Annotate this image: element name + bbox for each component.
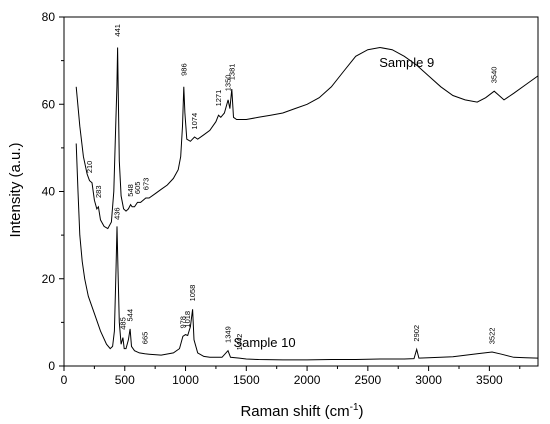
peak-label: 1018 [183, 311, 192, 328]
series-label-layer: Sample 9 Sample 10 [233, 55, 434, 350]
x-tick-label: 2000 [294, 373, 321, 387]
peak-label: 978 [178, 316, 187, 329]
x-axis-label: Raman shift (cm-1) [240, 402, 363, 420]
x-tick-label: 1000 [172, 373, 199, 387]
peak-label: 605 [133, 182, 142, 195]
y-tick-label: 0 [48, 359, 55, 373]
peak-label: 436 [112, 207, 121, 220]
series-line-2 [75, 143, 539, 361]
peak-label: 1442 [235, 334, 244, 351]
y-tick-label: 80 [42, 10, 56, 24]
peak-label: 3522 [488, 328, 497, 345]
x-tick-label: 3000 [415, 373, 442, 387]
ticks-layer: 0 500 1000 1500 2000 2500 3000 3500 0 20 40 60 80 [42, 10, 521, 387]
peak-label: 665 [140, 332, 149, 345]
peak-label: 441 [113, 24, 122, 37]
x-tick-label: 0 [61, 373, 68, 387]
x-tick-label: 2500 [354, 373, 381, 387]
peak-label: 1381 [227, 64, 236, 81]
y-tick-label: 60 [42, 97, 56, 111]
peak-label: 544 [126, 309, 135, 322]
y-tick-label: 40 [42, 185, 56, 199]
series-label-1: Sample 9 [379, 55, 434, 70]
y-tick-label: 20 [42, 272, 56, 286]
peak-label: 1074 [190, 113, 199, 130]
peak-label: 986 [179, 63, 188, 76]
peak-label: 283 [94, 185, 103, 198]
peak-label: 1350 [224, 75, 233, 92]
y-axis-label: Intensity (a.u.) [7, 142, 24, 237]
peak-label: 2902 [412, 325, 421, 342]
peak-label: 673 [141, 178, 150, 191]
series-layer [75, 46, 539, 361]
peak-label: 1058 [188, 285, 197, 302]
peak-label: 485 [118, 317, 127, 330]
peak-label: 1271 [214, 90, 223, 107]
peak-label: 210 [85, 161, 94, 174]
series-label-2: Sample 10 [233, 335, 295, 350]
peak-label: 3540 [490, 67, 499, 84]
x-tick-label: 1500 [233, 373, 260, 387]
peak-label: 548 [126, 184, 135, 197]
peak-label: 1349 [223, 326, 232, 343]
x-tick-label: 3500 [476, 373, 503, 387]
x-tick-label: 500 [115, 373, 135, 387]
series-line-1 [75, 46, 539, 230]
